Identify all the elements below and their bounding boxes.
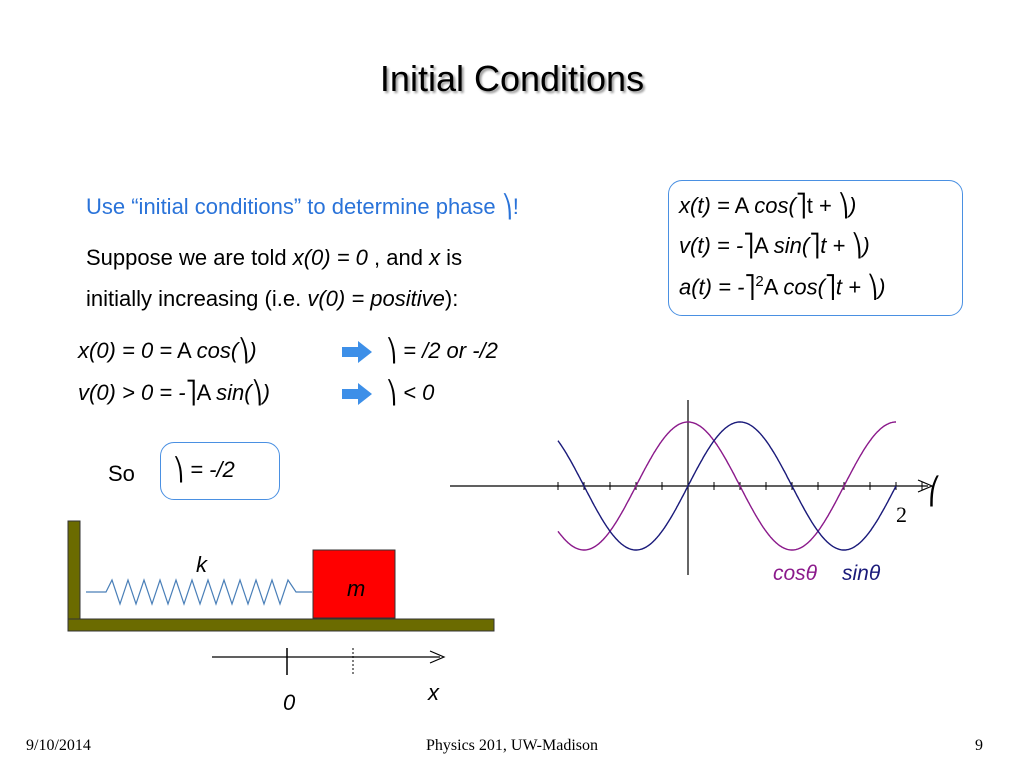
eq-x-phi: ⎞ [837, 193, 849, 218]
so-label: So [108, 461, 135, 486]
result-phi: ⎞ [173, 457, 184, 482]
suppose-v0: v(0) = positive [307, 286, 445, 311]
eq-x-omega: ⎤ [795, 193, 807, 218]
intro-line: Use “initial conditions” to determine ph… [86, 194, 519, 220]
x-axis-label: x [428, 680, 439, 705]
eq-a-omega2: ⎤ [824, 274, 836, 300]
trig-graph [450, 400, 934, 575]
eq-v-lhs: v(t) = - [679, 233, 744, 258]
cond2-phi-result: ⎞ [386, 380, 397, 405]
cond1-cos: cos( [196, 338, 239, 363]
cond2-lhs: v(0) > 0 = - [78, 380, 186, 405]
eq-v-amp: A [754, 233, 774, 258]
slide-title: Initial Conditions [379, 58, 645, 99]
suppose-text-2: initially increasing (i.e. [86, 286, 308, 311]
two-pi-label: 2 [896, 502, 907, 528]
spring [86, 578, 312, 606]
cos-legend: cosθ [773, 562, 818, 585]
equation-x: x(t) = A cos(⎤t + ⎞) [679, 193, 856, 219]
eq-a-t: t + [835, 274, 868, 300]
eq-x-cos: cos( [754, 193, 796, 218]
condition-1-left: x(0) = 0 = A cos(⎞) [78, 338, 257, 364]
condition-2-right: ⎞ < 0 [386, 380, 434, 406]
cond1-eq: = [397, 338, 423, 363]
suppose-text: Suppose we are told [86, 245, 293, 270]
eq-a-lhs: a(t) = - [679, 274, 745, 300]
suppose-end: ): [444, 286, 459, 311]
cond1-half: /2 [479, 338, 498, 363]
eq-v-sin: sin( [773, 233, 810, 258]
spring-mass-diagram [67, 520, 495, 675]
suppose-x0: x(0) = 0 [292, 245, 368, 270]
footer-page-number: 9 [975, 737, 983, 754]
cond1-half-or: /2 or - [422, 338, 480, 363]
eq-v-close: ) [862, 233, 870, 258]
footer-date: 9/10/2014 [26, 737, 91, 754]
condition-2-left: v(0) > 0 = -⎤A sin(⎞) [78, 380, 270, 406]
position-arrowhead [429, 650, 446, 664]
eq-x-t: t + [806, 193, 838, 218]
eq-v-omega2: ⎤ [809, 233, 821, 258]
sin-curve [557, 421, 897, 551]
result-box: ⎞ = -/2 [160, 442, 280, 500]
origin-label: 0 [283, 690, 296, 715]
eq-v-omega: ⎤ [743, 233, 755, 258]
intro-bang: ! [512, 194, 519, 219]
eq-a-amp: A [763, 274, 784, 300]
condition-1-right: ⎞ = /2 or -/2 [386, 338, 498, 364]
eq-v-phi: ⎞ [851, 233, 863, 258]
cos-curve [557, 421, 896, 551]
mass-label: m [347, 576, 366, 601]
theta-symbol: ⎛ [928, 476, 941, 506]
phase-symbol: ⎞ [501, 194, 513, 219]
eq-a-omega: ⎤ [744, 274, 756, 300]
implies-arrow-icon [342, 383, 372, 405]
footer-title: Physics 201, UW-Madison [426, 737, 598, 754]
cond2-amp: A [196, 380, 217, 405]
cond1-close: ) [249, 338, 257, 363]
cond2-lt-zero: < 0 [397, 380, 435, 405]
eq-v-t: t + [820, 233, 852, 258]
suppose-line-1: Suppose we are told x(0) = 0 , and x is [86, 245, 462, 271]
eq-x-close: ) [848, 193, 857, 218]
equation-v: v(t) = -⎤A sin(⎤t + ⎞) [679, 233, 870, 259]
two-pi-coef: 2 [896, 502, 907, 527]
cond1-phi: ⎞ [238, 338, 250, 363]
result-eq: = - [184, 457, 217, 482]
cond1-amp: A [172, 338, 197, 363]
cond2-omega: ⎤ [185, 380, 197, 405]
eq-x-amp: A [729, 193, 755, 218]
sin-legend: sinθ [842, 562, 881, 585]
equations-box: x(t) = A cos(⎤t + ⎞) v(t) = -⎤A sin(⎤t +… [668, 180, 963, 316]
wall [67, 520, 81, 626]
eq-a-close: ) [878, 274, 886, 300]
eq-a-squared: 2 [755, 273, 764, 290]
result-text: ⎞ = -/2 [173, 457, 235, 483]
eq-a-cos: cos( [783, 274, 825, 300]
graph-x-arrowhead [917, 479, 934, 493]
cond1-lhs: x(0) = 0 = [78, 338, 173, 363]
spring-constant-label: k [196, 552, 207, 577]
equation-a: a(t) = -⎤2A cos(⎤t + ⎞) [679, 273, 885, 300]
cond2-close: ) [262, 380, 270, 405]
mass-block [312, 549, 396, 619]
result-half: /2 [216, 457, 235, 482]
suppose-line-2: initially increasing (i.e. v(0) = positi… [86, 286, 458, 312]
cond2-phi: ⎞ [251, 380, 263, 405]
cond2-sin: sin( [216, 380, 252, 405]
implies-arrow-icon [342, 341, 372, 363]
intro-text: Use “initial conditions” to determine ph… [86, 194, 502, 219]
cond1-phi-result: ⎞ [386, 338, 397, 363]
suppose-x: x [429, 245, 441, 270]
eq-x-lhs: x(t) = [679, 193, 730, 218]
suppose-is: is [440, 245, 463, 270]
suppose-and: , and [367, 245, 430, 270]
eq-a-phi: ⎞ [867, 274, 879, 300]
floor [67, 618, 495, 632]
